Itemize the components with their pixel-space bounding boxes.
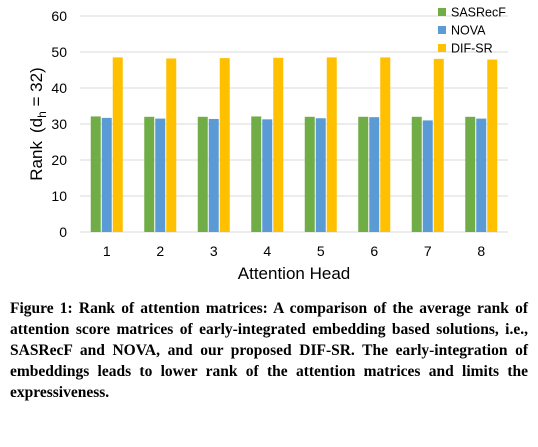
y-axis-label-subscript: h: [35, 111, 49, 118]
y-tick-label: 60: [51, 8, 67, 24]
y-axis-label: Rank (dh = 32): [27, 67, 49, 180]
bar-nova-head-4: [262, 119, 273, 232]
bar-sasrecf-head-5: [304, 116, 315, 232]
bar-dif-sr-head-2: [166, 58, 177, 233]
bar-nova-head-7: [422, 120, 433, 232]
bar-sasrecf-head-6: [358, 116, 369, 232]
x-tick-label: 6: [370, 243, 378, 259]
bar-sasrecf-head-8: [465, 116, 476, 232]
bar-dif-sr-head-5: [326, 57, 337, 233]
bars: [90, 57, 498, 233]
bar-dif-sr-head-8: [487, 59, 498, 233]
bar-dif-sr-head-4: [273, 57, 284, 233]
x-tick-labels: 1 2 3 4 5 6 7 8: [103, 243, 486, 259]
figure-caption: Figure 1: Rank of attention matrices: A …: [10, 300, 528, 401]
x-tick-label: 7: [424, 243, 432, 259]
legend-label-sasrecf: SASRecF: [451, 6, 506, 20]
x-tick-label: 1: [103, 243, 111, 259]
x-axis-label: Attention Head: [238, 264, 350, 283]
y-tick-label: 0: [59, 224, 67, 240]
bar-nova-head-3: [208, 118, 219, 232]
y-axis-label-math-rest: = 32): [27, 67, 46, 111]
bar-dif-sr-head-1: [112, 57, 123, 233]
bar-nova-head-2: [155, 118, 166, 232]
bar-sasrecf-head-3: [197, 116, 208, 232]
y-tick-labels: 0 10 20 30 40 50 60: [51, 8, 67, 240]
legend-swatch-dif-sr: [438, 44, 446, 52]
x-tick-label: 8: [477, 243, 485, 259]
bar-sasrecf-head-2: [144, 116, 155, 232]
y-tick-label: 40: [51, 80, 67, 96]
legend-swatch-sasrecf: [438, 8, 446, 16]
y-tick-label: 10: [51, 188, 67, 204]
y-axis-label-text: Rank: [27, 141, 46, 181]
bar-nova-head-8: [476, 118, 487, 232]
bar-chart: 0 10 20 30 40 50 60 1 2 3 4 5 6 7 8 Attention Head Ra…: [27, 6, 508, 283]
y-tick-label: 50: [51, 44, 67, 60]
gridlines: [80, 15, 508, 197]
bar-dif-sr-head-3: [219, 58, 230, 233]
legend-swatch-nova: [438, 26, 446, 34]
x-tick-label: 5: [317, 243, 325, 259]
bar-sasrecf-head-7: [411, 116, 422, 232]
legend-label-dif-sr: DIF-SR: [451, 42, 493, 56]
bar-nova-head-6: [369, 117, 380, 232]
legend: SASRecF NOVA DIF-SR: [438, 6, 506, 56]
bar-dif-sr-head-6: [380, 57, 391, 233]
y-tick-label: 30: [51, 116, 67, 132]
bar-nova-head-1: [101, 117, 112, 232]
legend-label-nova: NOVA: [451, 24, 486, 38]
x-tick-label: 2: [156, 243, 164, 259]
bar-dif-sr-head-7: [433, 58, 444, 233]
bar-sasrecf-head-4: [251, 116, 262, 232]
bar-sasrecf-head-1: [90, 116, 101, 232]
x-tick-label: 3: [210, 243, 218, 259]
x-tick-label: 4: [263, 243, 271, 259]
y-tick-label: 20: [51, 152, 67, 168]
bar-nova-head-5: [315, 118, 326, 232]
y-axis-label-math: (d: [27, 118, 46, 133]
